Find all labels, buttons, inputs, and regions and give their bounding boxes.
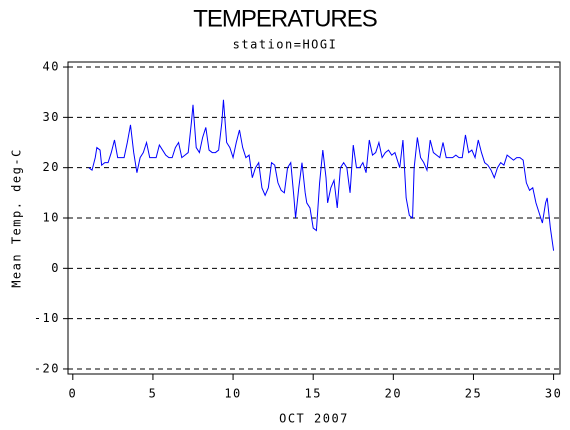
x-tick-label: 5 bbox=[149, 387, 158, 401]
y-tick-label: 10 bbox=[43, 211, 60, 225]
y-tick-label: 30 bbox=[43, 110, 60, 124]
chart-subtitle: station=HOGI bbox=[233, 38, 338, 52]
x-tick-label: 10 bbox=[224, 387, 241, 401]
y-axis-label: Mean Temp. deg-C bbox=[10, 148, 24, 288]
x-tick-label: 0 bbox=[68, 387, 77, 401]
x-tick-label: 25 bbox=[465, 387, 482, 401]
y-tick-label: 40 bbox=[43, 60, 60, 74]
data-line bbox=[88, 99, 555, 251]
y-tick-label: -10 bbox=[34, 311, 60, 325]
y-tick-label: 20 bbox=[43, 160, 60, 174]
chart-title: TEMPERATURES bbox=[193, 5, 377, 32]
x-tick-label: 15 bbox=[304, 387, 321, 401]
x-tick-label: 20 bbox=[385, 387, 402, 401]
y-tick-label: -20 bbox=[34, 361, 60, 375]
x-axis-label: OCT 2007 bbox=[279, 412, 349, 426]
y-tick-label: 0 bbox=[51, 261, 60, 275]
x-tick-label: 30 bbox=[545, 387, 562, 401]
